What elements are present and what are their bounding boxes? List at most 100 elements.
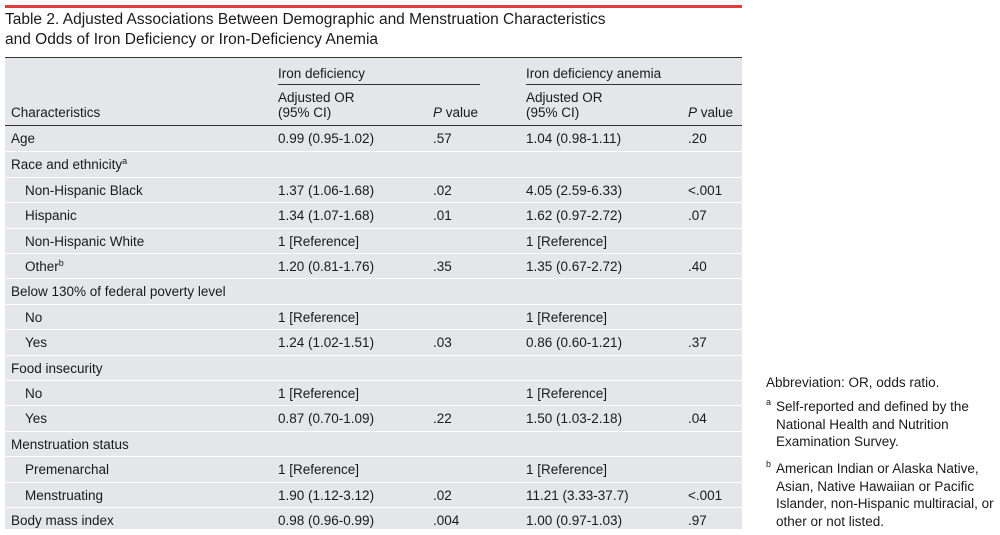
footnote-b-text: American Indian or Alaska Native, Asian,…: [776, 461, 994, 529]
row-label-text: No: [25, 386, 43, 401]
footnote-a-text: Self-reported and defined by the Nationa…: [776, 399, 969, 449]
p-value-iron-deficiency: .02: [433, 182, 452, 198]
table-row: Below 130% of federal poverty level: [5, 278, 742, 304]
header-or-iron-deficiency-anemia: Adjusted OR (95% CI): [526, 90, 603, 120]
table-row: Menstruation status: [5, 430, 742, 457]
adjusted-or-iron-deficiency: 1 [Reference]: [278, 233, 360, 249]
footnote-marker: b: [58, 258, 64, 268]
header-p-rest: value: [697, 105, 734, 120]
adjusted-or-iron-deficiency-anemia: 4.05 (2.59-6.33): [526, 182, 623, 198]
p-value-iron-deficiency: .02: [433, 487, 452, 503]
row-label: No: [25, 385, 42, 402]
row-label: Menstruating: [25, 487, 103, 504]
table-row: Non-Hispanic White 1 [Reference] 1 [Refere…: [5, 227, 742, 254]
row-label-text: Non-Hispanic White: [25, 233, 145, 249]
row-label: Race and ethnicitya: [11, 156, 127, 173]
data-table: Iron deficiency Iron deficiency anemia C…: [5, 57, 742, 529]
p-value-iron-deficiency-anemia: .97: [688, 513, 707, 528]
p-value-iron-deficiency-anemia: .20: [688, 131, 707, 146]
adjusted-or-iron-deficiency: 1.34 (1.07-1.68): [278, 208, 375, 224]
header-p-value-iron-deficiency: P value: [433, 105, 478, 120]
header-p-value-iron-deficiency-anemia: P value: [688, 105, 733, 120]
table-title: Table 2. Adjusted Associations Between D…: [5, 10, 742, 50]
header-or-line-2: (95% CI): [278, 105, 332, 120]
row-label-text: Body mass index: [11, 513, 114, 528]
p-value-iron-deficiency: .004: [433, 513, 460, 528]
header-bottom-rule: [5, 125, 742, 126]
p-value-iron-deficiency: .35: [433, 259, 452, 274]
row-label: Non-Hispanic Black: [25, 182, 143, 199]
adjusted-or-iron-deficiency: 0.99 (0.95-1.02): [278, 131, 375, 146]
adjusted-or-iron-deficiency: 0.98 (0.96-0.99): [278, 513, 375, 528]
table-row: No 1 [Reference] 1 [Reference]: [5, 303, 742, 330]
row-label: Below 130% of federal poverty level: [11, 283, 226, 300]
header-group-iron-deficiency: Iron deficiency: [278, 66, 366, 81]
row-label-text: Non-Hispanic Black: [25, 182, 143, 198]
row-label: Menstruation status: [11, 436, 129, 453]
table-row: Non-Hispanic Black 1.37 (1.06-1.68) .02 4.0…: [5, 176, 742, 203]
row-label-text: Food insecurity: [11, 360, 103, 376]
adjusted-or-iron-deficiency-anemia: 11.21 (3.33-37.7): [526, 487, 629, 503]
table-title-line-2: and Odds of Iron Deficiency or Iron-Defi…: [5, 31, 379, 48]
adjusted-or-iron-deficiency: 1.24 (1.02-1.51): [278, 335, 375, 351]
header-group-rule-1: [278, 84, 480, 85]
header-group-rule-2: [526, 84, 742, 85]
row-label: Age: [11, 130, 35, 147]
adjusted-or-iron-deficiency-anemia: 1 [Reference]: [526, 309, 608, 325]
table-row: Race and ethnicitya: [5, 151, 742, 177]
row-label: Hispanic: [25, 207, 77, 224]
adjusted-or-iron-deficiency: 1 [Reference]: [278, 386, 360, 401]
footnote-marker: a: [122, 156, 128, 167]
table-row: Menstruating 1.90 (1.12-3.12) .02 11.21 (3.…: [5, 481, 742, 508]
p-value-iron-deficiency-anemia: .37: [688, 335, 707, 351]
table-row: Yes 1.24 (1.02-1.51) .03 0.86 (0.60-1.21) .3…: [5, 329, 742, 355]
table-header: Iron deficiency Iron deficiency anemia C…: [5, 58, 742, 126]
table-row: Premenarchal 1 [Reference] 1 [Reference]: [5, 456, 742, 482]
p-value-iron-deficiency-anemia: <.001: [688, 487, 723, 503]
footnote-b: b American Indian or Alaska Native, Asian…: [766, 459, 994, 529]
adjusted-or-iron-deficiency-anemia: 1.35 (0.67-2.72): [526, 259, 623, 274]
p-value-iron-deficiency-anemia: .04: [688, 411, 707, 427]
adjusted-or-iron-deficiency: 1 [Reference]: [278, 462, 360, 478]
p-value-iron-deficiency-anemia: .07: [688, 208, 707, 224]
row-label: Yes: [25, 410, 47, 427]
table-row: Body mass index 0.98 (0.96-0.99) .004 1.00 …: [5, 507, 742, 533]
adjusted-or-iron-deficiency: 0.87 (0.70-1.09): [278, 411, 375, 427]
header-or-line-1: Adjusted OR: [526, 90, 603, 105]
p-value-iron-deficiency: .22: [433, 411, 452, 427]
row-label-text: Hispanic: [25, 208, 77, 224]
table-row: Food insecurity: [5, 354, 742, 381]
row-label: Yes: [25, 334, 47, 351]
adjusted-or-iron-deficiency-anemia: 1.04 (0.98-1.11): [526, 131, 622, 146]
table-row: Age 0.99 (0.95-1.02) .57 1.04 (0.98-1.11) .2…: [5, 126, 742, 151]
header-or-line-2: (95% CI): [526, 105, 580, 120]
row-label: Food insecurity: [11, 360, 103, 377]
row-label-text: Yes: [25, 411, 48, 427]
adjusted-or-iron-deficiency-anemia: 1 [Reference]: [526, 462, 608, 478]
adjusted-or-iron-deficiency: 1.37 (1.06-1.68): [278, 182, 375, 198]
row-label-text: Menstruation status: [11, 436, 129, 452]
p-value-iron-deficiency: .57: [433, 131, 452, 146]
row-label-text: Below 130% of federal poverty level: [11, 284, 226, 300]
table-row: Hispanic 1.34 (1.07-1.68) .01 1.62 (0.97-2.…: [5, 202, 742, 228]
row-label-text: No: [25, 309, 43, 325]
row-label: Non-Hispanic White: [25, 233, 144, 250]
adjusted-or-iron-deficiency-anemia: 1 [Reference]: [526, 386, 608, 401]
table-row: Otherb 1.20 (0.81-1.76) .35 1.35 (0.67-2.72…: [5, 253, 742, 279]
adjusted-or-iron-deficiency-anemia: 1.62 (0.97-2.72): [526, 208, 623, 224]
table-row: No 1 [Reference] 1 [Reference]: [5, 380, 742, 406]
header-or-line-1: Adjusted OR: [278, 90, 355, 105]
row-label-text: Premenarchal: [25, 462, 110, 478]
adjusted-or-iron-deficiency-anemia: 0.86 (0.60-1.21): [526, 335, 623, 351]
adjusted-or-iron-deficiency-anemia: 1.50 (1.03-2.18): [526, 411, 623, 427]
header-group-iron-deficiency-anemia: Iron deficiency anemia: [526, 66, 662, 81]
p-value-iron-deficiency: .03: [433, 335, 452, 351]
header-p-rest: value: [442, 105, 479, 120]
footnote-abbreviation: Abbreviation: OR, odds ratio.: [766, 375, 940, 390]
header-p-letter: P: [433, 105, 443, 120]
adjusted-or-iron-deficiency-anemia: 1.00 (0.97-1.03): [526, 513, 623, 528]
title-accent-rule: [5, 5, 742, 8]
adjusted-or-iron-deficiency: 1 [Reference]: [278, 309, 360, 325]
row-label-text: Race and ethnicity: [11, 157, 123, 173]
row-label-text: Other: [25, 259, 59, 274]
